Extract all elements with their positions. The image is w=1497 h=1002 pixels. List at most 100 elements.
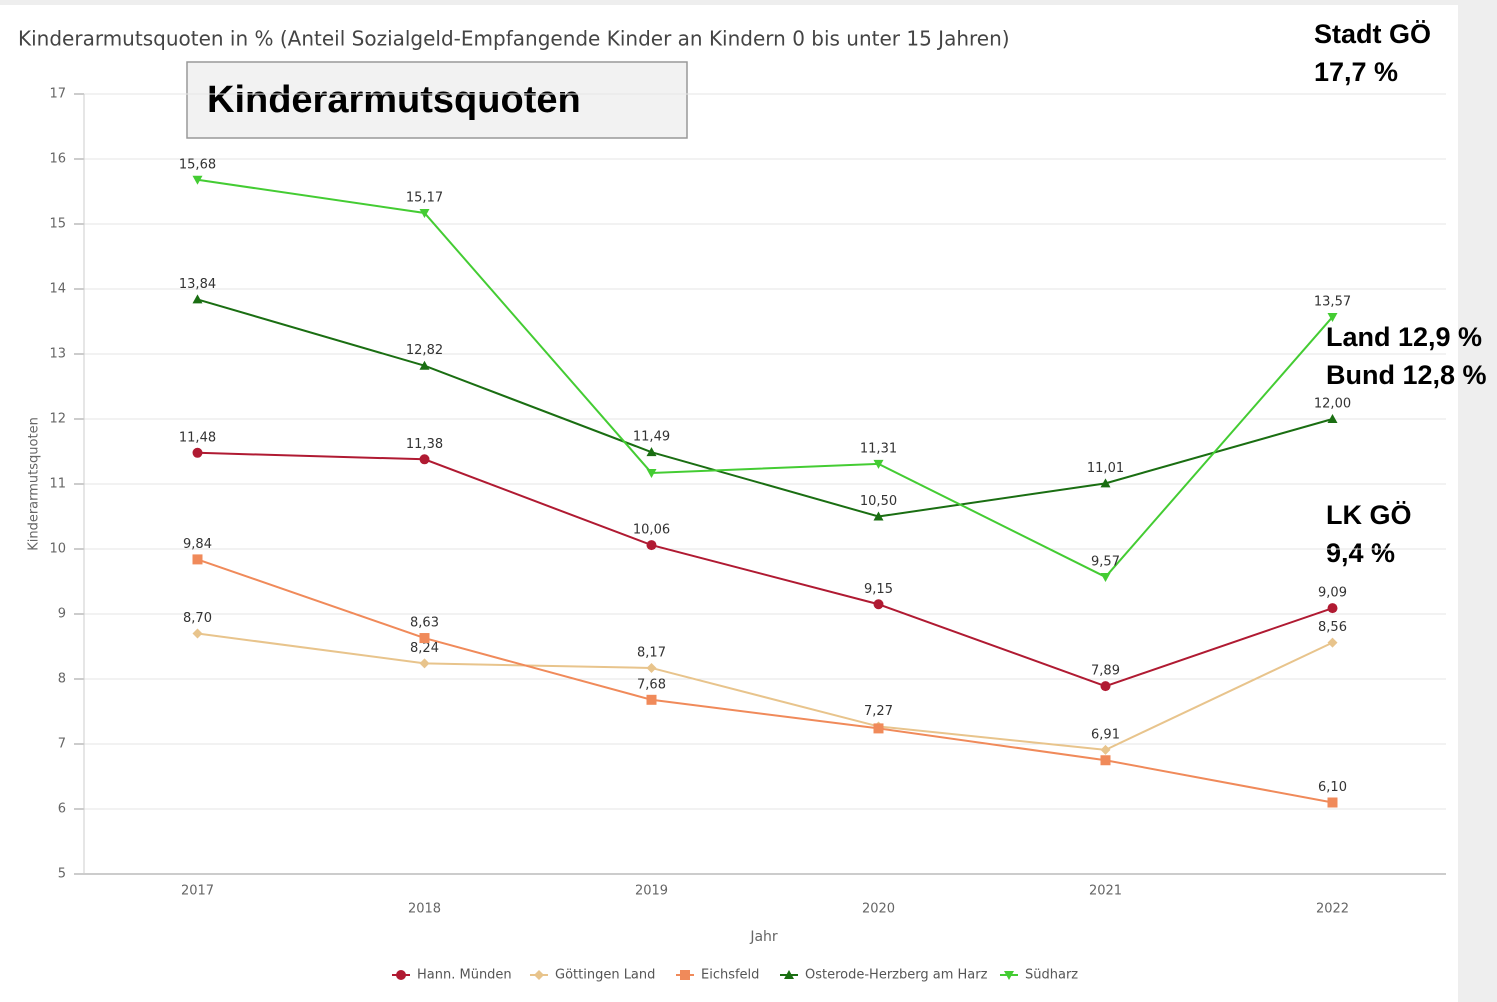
data-label: 8,70 bbox=[183, 611, 212, 626]
data-point bbox=[419, 633, 430, 644]
y-tick-label: 14 bbox=[49, 282, 66, 297]
data-point bbox=[419, 208, 430, 218]
series-line bbox=[197, 451, 1333, 688]
x-tick-label: 2017 bbox=[181, 884, 214, 899]
data-point bbox=[873, 599, 884, 610]
data-label: 10,50 bbox=[860, 494, 897, 509]
panel bbox=[0, 5, 1458, 1002]
data-label: 9,84 bbox=[183, 537, 212, 552]
data-point bbox=[1327, 603, 1338, 614]
data-point bbox=[419, 454, 430, 465]
data-point bbox=[646, 540, 657, 551]
legend-marker bbox=[1004, 971, 1014, 980]
y-tick-label: 15 bbox=[49, 217, 66, 232]
data-label: 15,68 bbox=[179, 157, 216, 172]
data-point bbox=[192, 447, 203, 458]
legend-marker bbox=[396, 970, 406, 980]
data-point bbox=[419, 658, 430, 669]
x-tick-label: 2022 bbox=[1316, 902, 1349, 917]
y-tick-label: 13 bbox=[49, 347, 66, 362]
data-label: 10,06 bbox=[633, 523, 670, 538]
data-point bbox=[192, 554, 203, 565]
y-tick-label: 11 bbox=[49, 477, 66, 492]
data-point bbox=[192, 175, 203, 185]
data-point bbox=[873, 511, 884, 521]
title-box bbox=[186, 61, 688, 139]
data-label: 12,00 bbox=[1314, 397, 1351, 412]
x-tick-label: 2020 bbox=[862, 902, 895, 917]
series-line bbox=[197, 298, 1333, 518]
y-tick-label: 12 bbox=[49, 412, 66, 427]
annotation: Stadt GÖ bbox=[1314, 19, 1431, 49]
data-label: 8,63 bbox=[410, 616, 439, 631]
data-label: 6,10 bbox=[1318, 780, 1347, 795]
data-point bbox=[1100, 744, 1111, 755]
y-tick-label: 16 bbox=[49, 152, 66, 167]
y-tick-label: 7 bbox=[58, 737, 66, 752]
data-label: 9,57 bbox=[1091, 554, 1120, 569]
annotation: 9,4 % bbox=[1326, 538, 1395, 568]
data-label: 12,82 bbox=[406, 343, 443, 358]
legend-marker bbox=[680, 970, 690, 980]
annotation: Bund 12,8 % bbox=[1326, 360, 1487, 390]
data-label: 9,09 bbox=[1318, 586, 1347, 601]
data-label: 11,48 bbox=[179, 430, 216, 445]
data-label: 8,24 bbox=[410, 641, 439, 656]
data-label: 15,17 bbox=[406, 190, 443, 205]
annotation: LK GÖ bbox=[1326, 500, 1412, 530]
y-tick-label: 17 bbox=[49, 87, 66, 102]
chart-title: Kinderarmutsquoten in % (Anteil Sozialge… bbox=[18, 27, 1010, 51]
data-point bbox=[1327, 637, 1338, 648]
data-point bbox=[192, 628, 203, 639]
data-label: 8,17 bbox=[637, 645, 666, 660]
legend-marker bbox=[784, 970, 794, 979]
legend-label: Hann. Münden bbox=[417, 968, 512, 983]
data-label: 11,38 bbox=[406, 437, 443, 452]
y-tick-label: 6 bbox=[58, 802, 66, 817]
data-point bbox=[1327, 414, 1338, 423]
y-tick-label: 9 bbox=[58, 607, 66, 622]
legend-marker bbox=[534, 970, 544, 980]
data-point bbox=[419, 360, 430, 370]
data-label: 7,89 bbox=[1091, 664, 1120, 679]
x-axis-label: Jahr bbox=[749, 929, 778, 945]
data-point bbox=[646, 447, 657, 457]
data-label: 8,56 bbox=[1318, 620, 1347, 635]
data-label: 11,49 bbox=[633, 430, 670, 445]
data-point bbox=[873, 459, 884, 469]
series-line bbox=[197, 178, 1334, 579]
data-label: 13,84 bbox=[179, 277, 216, 292]
y-tick-label: 5 bbox=[58, 867, 66, 882]
x-tick-label: 2018 bbox=[408, 902, 441, 917]
data-point bbox=[646, 468, 657, 478]
annotation: 17,7 % bbox=[1314, 57, 1398, 87]
data-point bbox=[192, 294, 203, 304]
data-point bbox=[1100, 755, 1111, 766]
legend-label: Eichsfeld bbox=[701, 968, 759, 983]
legend-label: Südharz bbox=[1025, 968, 1078, 983]
series-line bbox=[197, 632, 1333, 751]
annotation: Land 12,9 % bbox=[1326, 322, 1482, 352]
data-label: 9,15 bbox=[864, 582, 893, 597]
data-label: 11,31 bbox=[860, 441, 897, 456]
series-line bbox=[197, 558, 1333, 804]
data-point bbox=[1327, 312, 1338, 322]
data-label: 7,27 bbox=[864, 704, 893, 719]
y-tick-label: 10 bbox=[49, 542, 66, 557]
x-tick-label: 2019 bbox=[635, 884, 668, 899]
data-point bbox=[1327, 797, 1338, 808]
data-label: 11,01 bbox=[1087, 461, 1124, 476]
data-point bbox=[873, 723, 884, 734]
data-label: 7,68 bbox=[637, 677, 666, 692]
data-point bbox=[646, 694, 657, 705]
box-title: Kinderarmutsquoten bbox=[207, 79, 581, 121]
legend-label: Osterode-Herzberg am Harz bbox=[805, 968, 988, 983]
x-tick-label: 2021 bbox=[1089, 884, 1122, 899]
data-point bbox=[1100, 572, 1111, 582]
y-tick-label: 8 bbox=[58, 672, 66, 687]
data-label: 13,57 bbox=[1314, 294, 1351, 309]
data-label: 6,91 bbox=[1091, 727, 1120, 742]
data-point bbox=[646, 662, 657, 673]
data-point bbox=[1100, 478, 1111, 488]
